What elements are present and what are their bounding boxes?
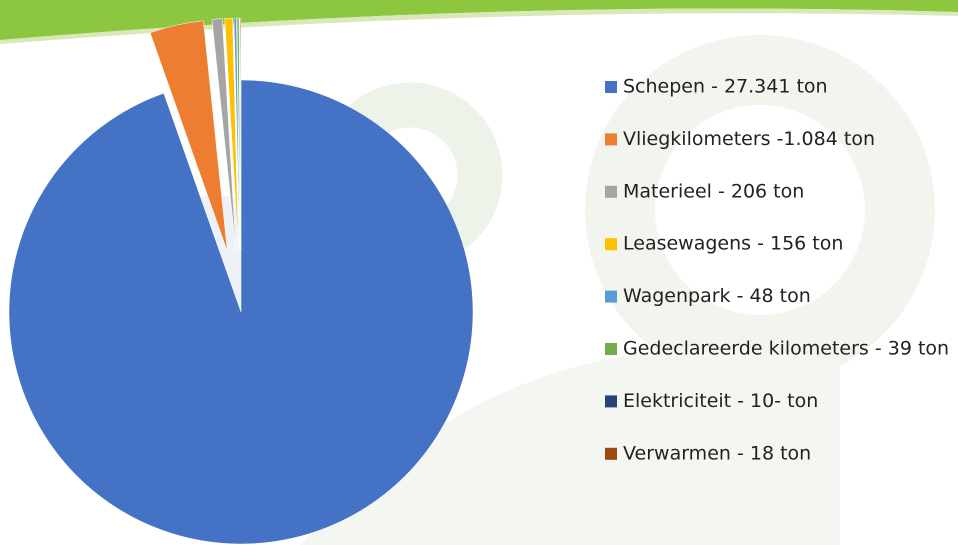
legend-swatch [605, 238, 617, 251]
legend-swatch [605, 395, 617, 408]
pie-slice [236, 17, 241, 251]
legend-label: Vliegkilometers -1.084 ton [623, 128, 875, 150]
legend-swatch [605, 447, 617, 460]
pie-slice [239, 17, 242, 251]
legend-label: Elektriciteit - 10- ton [623, 390, 818, 412]
pie-slice [149, 20, 228, 252]
pie-slice [233, 17, 241, 251]
legend-label: Materieel - 206 ton [623, 180, 804, 202]
legend-label: Leasewagens - 156 ton [623, 233, 843, 255]
legend: Schepen - 27.341 ton Vliegkilometers -1.0… [605, 76, 949, 464]
legend-swatch [605, 133, 617, 146]
pie-slice [8, 79, 474, 545]
legend-label: Gedeclareerde kilometers - 39 ton [623, 338, 949, 360]
legend-swatch [605, 81, 617, 93]
legend-label: Verwarmen - 18 ton [623, 442, 811, 464]
pie-slice [224, 17, 239, 251]
pie-slice [211, 18, 237, 251]
legend-swatch [605, 290, 617, 303]
pie [8, 17, 474, 545]
legend-swatch [605, 185, 617, 198]
legend-label: Wagenpark - 48 ton [623, 285, 811, 307]
legend-swatch [605, 343, 617, 355]
legend-label: Schepen - 27.341 ton [623, 76, 828, 98]
